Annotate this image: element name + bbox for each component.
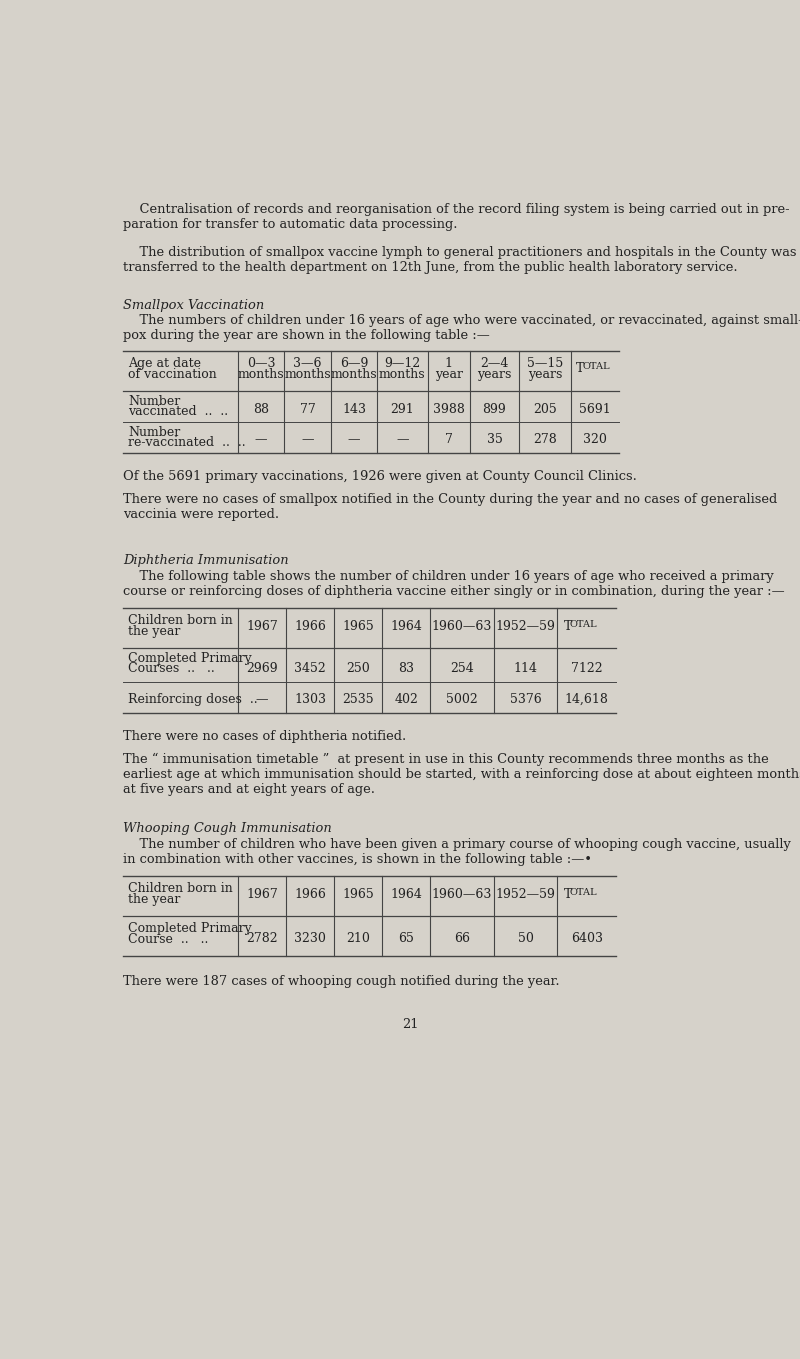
Text: 2535: 2535 — [342, 693, 374, 705]
Text: —: — — [302, 434, 314, 446]
Text: years: years — [478, 368, 512, 381]
Text: 35: 35 — [486, 434, 502, 446]
Text: months: months — [284, 368, 331, 381]
Text: The numbers of children under 16 years of age who were vaccinated, or revaccinat: The numbers of children under 16 years o… — [123, 314, 800, 342]
Text: 1303: 1303 — [294, 693, 326, 705]
Text: 1952—59: 1952—59 — [495, 621, 555, 633]
Text: years: years — [528, 368, 562, 381]
Text: —: — — [256, 693, 268, 705]
Text: 21: 21 — [402, 1018, 418, 1030]
Text: 210: 210 — [346, 931, 370, 945]
Text: 77: 77 — [300, 402, 315, 416]
Text: year: year — [434, 368, 462, 381]
Text: —: — — [255, 434, 267, 446]
Text: 7: 7 — [445, 434, 453, 446]
Text: —: — — [396, 434, 409, 446]
Text: Of the 5691 primary vaccinations, 1926 were given at County Council Clinics.: Of the 5691 primary vaccinations, 1926 w… — [123, 470, 637, 482]
Text: There were no cases of diphtheria notified.: There were no cases of diphtheria notifi… — [123, 730, 406, 743]
Text: 1952—59: 1952—59 — [495, 889, 555, 901]
Text: The distribution of smallpox vaccine lymph to general practitioners and hospital: The distribution of smallpox vaccine lym… — [123, 246, 797, 275]
Text: OTAL: OTAL — [570, 889, 598, 897]
Text: 899: 899 — [482, 402, 506, 416]
Text: Centralisation of records and reorganisation of the record filing system is bein: Centralisation of records and reorganisa… — [123, 202, 790, 231]
Text: The number of children who have been given a primary course of whooping cough va: The number of children who have been giv… — [123, 837, 791, 866]
Text: 5—15: 5—15 — [526, 357, 563, 370]
Text: Course  ..   ..: Course .. .. — [128, 934, 208, 946]
Text: months: months — [379, 368, 426, 381]
Text: T: T — [563, 621, 572, 633]
Text: 402: 402 — [394, 693, 418, 705]
Text: Completed Primary: Completed Primary — [128, 923, 252, 935]
Text: 83: 83 — [398, 662, 414, 675]
Text: 3230: 3230 — [294, 931, 326, 945]
Text: 66: 66 — [454, 931, 470, 945]
Text: Whooping Cough Immunisation: Whooping Cough Immunisation — [123, 822, 332, 836]
Text: 5376: 5376 — [510, 693, 542, 705]
Text: months: months — [238, 368, 285, 381]
Text: 5002: 5002 — [446, 693, 478, 705]
Text: Diphtheria Immunisation: Diphtheria Immunisation — [123, 554, 289, 567]
Text: 291: 291 — [390, 402, 414, 416]
Text: of vaccination: of vaccination — [128, 368, 217, 381]
Text: Number: Number — [128, 425, 180, 439]
Text: Smallpox Vaccination: Smallpox Vaccination — [123, 299, 265, 311]
Text: 1964: 1964 — [390, 621, 422, 633]
Text: Number: Number — [128, 395, 180, 408]
Text: Reinforcing doses  ..: Reinforcing doses .. — [128, 693, 258, 705]
Text: 1960—63: 1960—63 — [432, 621, 492, 633]
Text: 6403: 6403 — [570, 931, 602, 945]
Text: 250: 250 — [346, 662, 370, 675]
Text: The “ immunisation timetable ”  at present in use in this County recommends thre: The “ immunisation timetable ” at presen… — [123, 753, 800, 796]
Text: 1966: 1966 — [294, 889, 326, 901]
Text: T: T — [563, 889, 572, 901]
Text: 88: 88 — [254, 402, 270, 416]
Text: the year: the year — [128, 625, 180, 639]
Text: months: months — [331, 368, 378, 381]
Text: 1965: 1965 — [342, 889, 374, 901]
Text: 114: 114 — [514, 662, 538, 675]
Text: Children born in: Children born in — [128, 882, 233, 896]
Text: 1: 1 — [445, 357, 453, 370]
Text: Courses  ..   ..: Courses .. .. — [128, 662, 214, 675]
Text: There were no cases of smallpox notified in the County during the year and no ca: There were no cases of smallpox notified… — [123, 493, 778, 520]
Text: Children born in: Children born in — [128, 614, 233, 628]
Text: 6—9: 6—9 — [340, 357, 368, 370]
Text: 7122: 7122 — [571, 662, 602, 675]
Text: 1967: 1967 — [246, 889, 278, 901]
Text: Age at date: Age at date — [128, 357, 201, 370]
Text: 3988: 3988 — [433, 402, 465, 416]
Text: OTAL: OTAL — [570, 621, 598, 629]
Text: 2969: 2969 — [246, 662, 278, 675]
Text: 3452: 3452 — [294, 662, 326, 675]
Text: Completed Primary: Completed Primary — [128, 652, 252, 665]
Text: 2782: 2782 — [246, 931, 278, 945]
Text: the year: the year — [128, 893, 180, 906]
Text: 14,618: 14,618 — [565, 693, 609, 705]
Text: 1965: 1965 — [342, 621, 374, 633]
Text: 3—6: 3—6 — [294, 357, 322, 370]
Text: T: T — [576, 361, 584, 375]
Text: 50: 50 — [518, 931, 534, 945]
Text: OTAL: OTAL — [582, 361, 610, 371]
Text: 278: 278 — [533, 434, 557, 446]
Text: 143: 143 — [342, 402, 366, 416]
Text: vaccinated  ..  ..: vaccinated .. .. — [128, 405, 228, 417]
Text: 205: 205 — [533, 402, 557, 416]
Text: —: — — [348, 434, 361, 446]
Text: 1967: 1967 — [246, 621, 278, 633]
Text: 1964: 1964 — [390, 889, 422, 901]
Text: 0—3: 0—3 — [247, 357, 275, 370]
Text: There were 187 cases of whooping cough notified during the year.: There were 187 cases of whooping cough n… — [123, 976, 560, 988]
Text: 254: 254 — [450, 662, 474, 675]
Text: 1966: 1966 — [294, 621, 326, 633]
Text: 9—12: 9—12 — [384, 357, 420, 370]
Text: re-vaccinated  ..  ..: re-vaccinated .. .. — [128, 436, 246, 448]
Text: 5691: 5691 — [579, 402, 611, 416]
Text: The following table shows the number of children under 16 years of age who recei: The following table shows the number of … — [123, 569, 785, 598]
Text: 2—4: 2—4 — [480, 357, 509, 370]
Text: 320: 320 — [583, 434, 607, 446]
Text: 1960—63: 1960—63 — [432, 889, 492, 901]
Text: 65: 65 — [398, 931, 414, 945]
